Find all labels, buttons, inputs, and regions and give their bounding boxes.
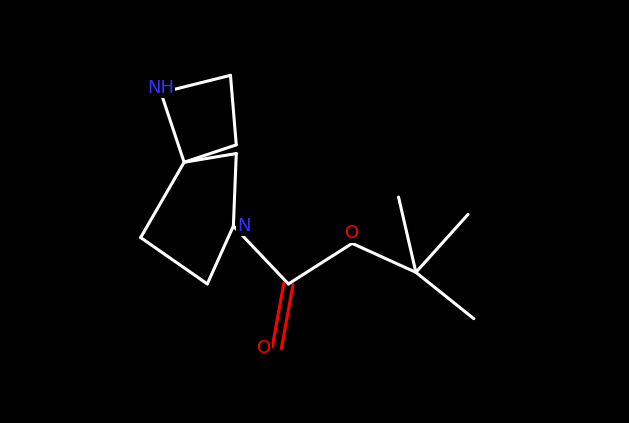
- Text: O: O: [257, 339, 271, 357]
- Text: N: N: [237, 217, 250, 235]
- Text: O: O: [345, 224, 359, 242]
- Text: NH: NH: [147, 79, 174, 97]
